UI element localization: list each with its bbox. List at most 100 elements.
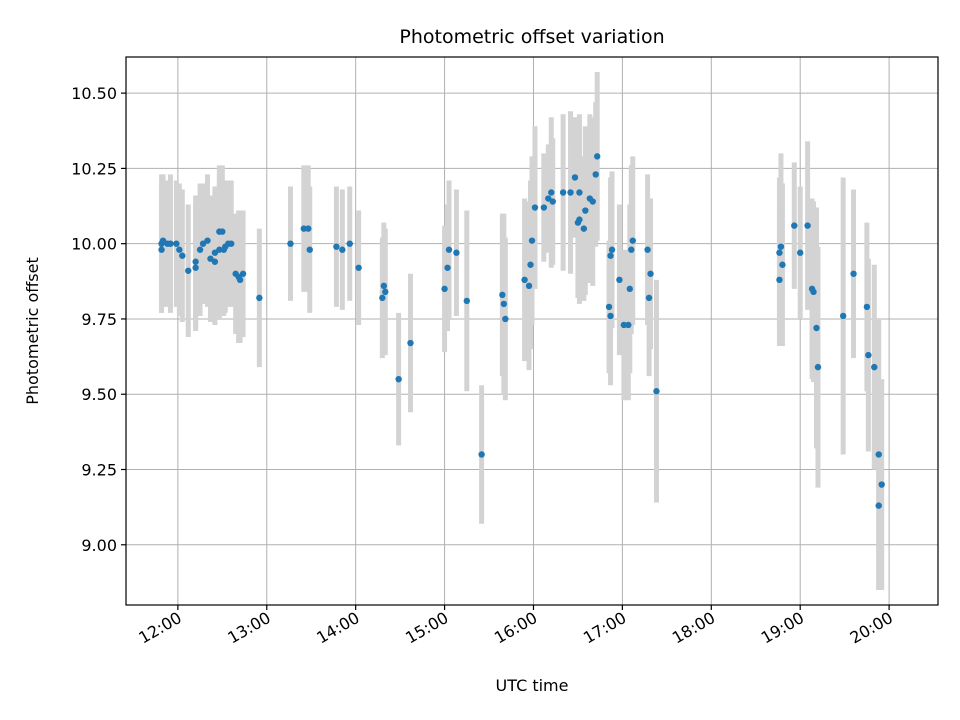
data-point: [444, 264, 451, 271]
data-point: [525, 282, 533, 290]
data-point: [211, 258, 219, 265]
data-point: [871, 363, 878, 371]
data-point: [804, 222, 811, 229]
data-point: [478, 451, 485, 458]
y-axis-label: Photometric offset: [23, 257, 42, 405]
data-point: [616, 276, 623, 284]
data-point: [379, 294, 386, 302]
data-point: [582, 207, 589, 214]
data-point: [441, 285, 448, 293]
data-point: [228, 240, 235, 247]
data-point: [305, 225, 312, 232]
data-point: [204, 237, 211, 244]
data-point: [607, 312, 614, 320]
data-point: [608, 246, 616, 253]
data-point: [219, 228, 226, 235]
data-point: [192, 258, 199, 265]
data-point: [339, 246, 346, 253]
data-point: [839, 312, 847, 320]
data-point: [453, 249, 460, 256]
data-point: [179, 252, 186, 259]
data-point: [629, 237, 636, 244]
data-point: [620, 321, 628, 329]
data-point: [300, 225, 308, 232]
data-point: [777, 243, 785, 250]
data-point: [158, 246, 165, 253]
y-tick-label: 10.25: [71, 159, 117, 178]
data-point: [796, 249, 804, 256]
data-point: [540, 204, 548, 211]
data-point: [644, 246, 651, 253]
data-point: [791, 222, 798, 229]
y-tick-label: 9.50: [81, 385, 117, 404]
data-point: [287, 240, 294, 247]
data-point: [776, 276, 783, 284]
data-point: [521, 276, 528, 284]
data-point: [500, 300, 508, 308]
data-point: [576, 216, 583, 223]
data-point: [499, 291, 506, 299]
y-tick-label: 10.00: [71, 235, 117, 254]
data-point: [559, 189, 567, 196]
data-point: [776, 249, 783, 256]
data-point: [527, 261, 534, 268]
data-point: [196, 246, 204, 253]
data-point: [216, 246, 223, 253]
data-point: [395, 375, 402, 383]
data-point: [380, 282, 388, 290]
data-point: [814, 363, 822, 371]
data-point: [850, 270, 857, 277]
data-point: [548, 189, 555, 196]
data-point: [382, 288, 389, 296]
data-point: [592, 171, 599, 178]
data-point: [236, 276, 244, 284]
data-point: [865, 351, 872, 359]
data-point: [653, 388, 660, 395]
data-point: [346, 240, 353, 247]
data-point: [605, 303, 613, 311]
y-tick-label: 9.00: [81, 536, 117, 555]
data-point: [445, 246, 453, 253]
data-point: [593, 153, 601, 160]
data-point: [607, 252, 614, 259]
data-point: [810, 288, 817, 296]
data-point: [628, 246, 635, 253]
y-tick-label: 9.25: [81, 461, 117, 480]
data-point: [647, 270, 654, 277]
data-point: [407, 339, 414, 347]
data-point: [306, 246, 313, 253]
data-point: [192, 264, 199, 271]
data-point: [502, 315, 509, 323]
y-tick-label: 10.50: [71, 84, 117, 103]
data-point: [333, 243, 340, 250]
data-point: [875, 502, 882, 509]
data-point: [531, 204, 539, 211]
data-point: [185, 267, 192, 274]
data-point: [173, 240, 180, 247]
data-points: [158, 153, 885, 509]
y-axis: 9.00 9.25 9.50 9.75 10.00 10.25 10.50: [71, 84, 126, 555]
data-point: [863, 303, 871, 311]
data-point: [625, 321, 632, 329]
data-point: [463, 297, 471, 305]
data-point: [256, 294, 263, 302]
data-point: [878, 481, 885, 488]
data-point: [239, 270, 247, 277]
chart-title: Photometric offset variation: [399, 26, 664, 48]
data-point: [580, 225, 588, 232]
data-point: [528, 237, 536, 244]
data-point: [589, 198, 596, 205]
plot-frame: [125, 56, 939, 606]
data-point: [779, 261, 786, 268]
x-axis-label: UTC time: [496, 676, 569, 695]
data-point: [626, 285, 633, 293]
data-point: [813, 324, 820, 332]
data-point: [576, 189, 583, 196]
data-point: [167, 240, 174, 247]
data-point: [645, 294, 653, 302]
data-point: [549, 198, 556, 205]
data-point: [355, 264, 362, 271]
data-point: [571, 174, 579, 181]
data-point: [875, 451, 882, 458]
